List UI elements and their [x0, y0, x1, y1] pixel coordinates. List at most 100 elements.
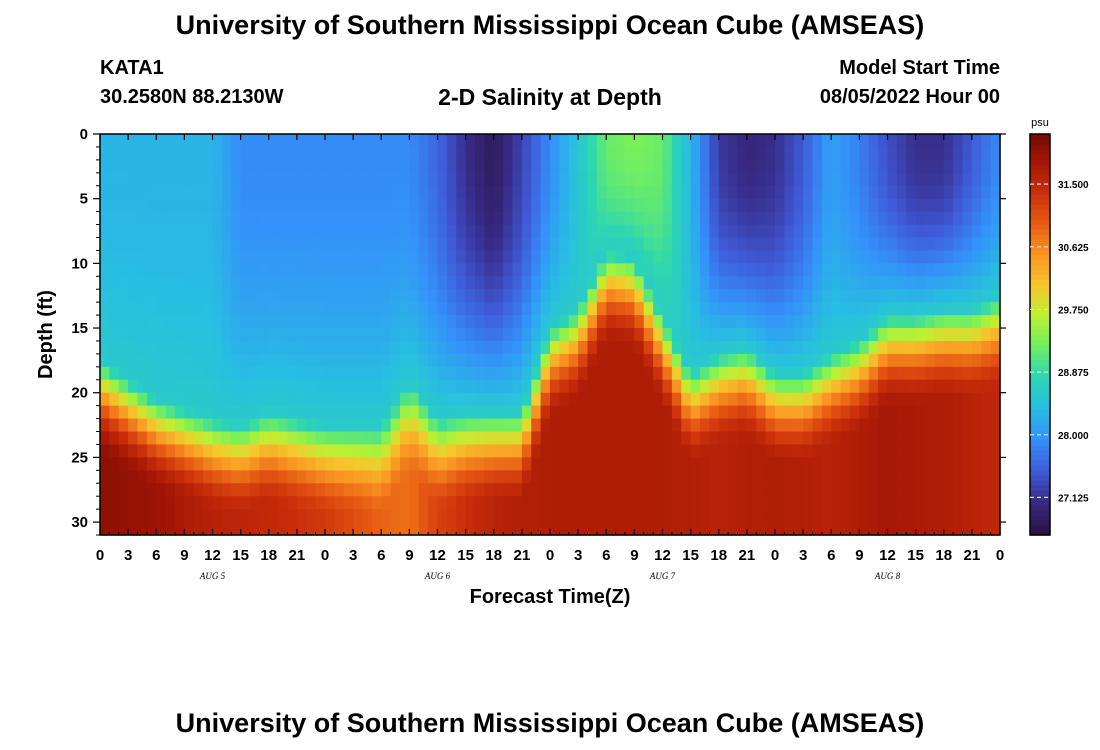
heatmap-cell [981, 289, 992, 303]
heatmap-cell [596, 509, 607, 523]
heatmap-cell [240, 315, 251, 329]
heatmap-cell [437, 340, 448, 355]
heatmap-cell [896, 211, 907, 226]
heatmap-cell [915, 470, 926, 484]
heatmap-cell [765, 328, 776, 342]
heatmap-cell [521, 496, 532, 510]
heatmap-cell [371, 470, 382, 484]
heatmap-cell [100, 134, 110, 148]
heatmap-cell [728, 302, 739, 316]
heatmap-cell [943, 509, 954, 523]
heatmap-cell [925, 237, 935, 252]
heatmap-cell [343, 366, 354, 381]
heatmap-cell [540, 198, 551, 213]
heatmap-cell [221, 224, 232, 239]
heatmap-cell [428, 353, 439, 368]
heatmap-cell [784, 366, 795, 381]
heatmap-cell [390, 302, 401, 316]
heatmap-cell [475, 159, 485, 174]
heatmap-cell [896, 237, 907, 252]
heatmap-cell [793, 431, 804, 446]
heatmap-cell [371, 431, 382, 446]
heatmap-cell [259, 444, 270, 458]
heatmap-cell [859, 470, 870, 484]
heatmap-cell [325, 405, 335, 420]
heatmap-cell [615, 185, 626, 200]
heatmap-cell [634, 159, 645, 174]
heatmap-cell [775, 159, 785, 174]
heatmap-cell [681, 509, 692, 523]
heatmap-cell [718, 431, 729, 446]
heatmap-cell [315, 328, 326, 342]
heatmap-cell [146, 483, 157, 497]
heatmap-cell [606, 496, 617, 510]
heatmap-cell [793, 392, 804, 407]
heatmap-cell [550, 418, 560, 433]
heatmap-cell [671, 172, 682, 187]
heatmap-cell [671, 185, 682, 200]
heatmap-cell [971, 159, 982, 174]
heatmap-cell [146, 134, 157, 148]
heatmap-cell [521, 353, 532, 368]
heatmap-cell [465, 405, 476, 420]
heatmap-cell [962, 276, 973, 290]
heatmap-cell [521, 198, 532, 213]
heatmap-cell [296, 263, 307, 277]
heatmap-cell [465, 340, 476, 355]
x-tick-label: 21 [739, 547, 756, 564]
heatmap-cell [709, 315, 720, 329]
heatmap-cell [212, 224, 223, 239]
colorbar-segment [1030, 464, 1050, 471]
x-tick-label: 18 [260, 547, 277, 564]
heatmap-cell [334, 276, 345, 290]
heatmap-cell [137, 146, 148, 161]
heatmap-cell [878, 444, 889, 458]
heatmap-cell [362, 328, 373, 342]
heatmap-cell [409, 172, 420, 187]
heatmap-cell [821, 185, 832, 200]
heatmap-cell [643, 470, 654, 484]
heatmap-cell [690, 134, 701, 148]
heatmap-cell [221, 379, 232, 394]
heatmap-cell [446, 211, 457, 226]
heatmap-cell [671, 250, 682, 264]
heatmap-cell [840, 340, 851, 355]
heatmap-cell [118, 379, 129, 394]
heatmap-cell [962, 237, 973, 252]
heatmap-cell [765, 431, 776, 446]
heatmap-cell [887, 198, 898, 213]
heatmap-cell [587, 146, 598, 161]
heatmap-cell [896, 250, 907, 264]
heatmap-cell [175, 483, 185, 497]
heatmap-cell [812, 289, 823, 303]
heatmap-cell [981, 328, 992, 342]
heatmap-cell [793, 379, 804, 394]
heatmap-cell [643, 379, 654, 394]
heatmap-cell [962, 483, 973, 497]
heatmap-cell [850, 353, 860, 368]
heatmap-cell [625, 159, 635, 174]
heatmap-cell [521, 224, 532, 239]
heatmap-cell [503, 522, 514, 536]
heatmap-cell [156, 431, 167, 446]
heatmap-cell [812, 431, 823, 446]
heatmap-cell [540, 237, 551, 252]
heatmap-cell [718, 250, 729, 264]
heatmap-cell [156, 328, 167, 342]
heatmap-cell [325, 198, 335, 213]
heatmap-cell [971, 172, 982, 187]
heatmap-cell [390, 289, 401, 303]
heatmap-cell [662, 289, 673, 303]
heatmap-cell [409, 353, 420, 368]
heatmap-cell [915, 289, 926, 303]
heatmap-cell [643, 340, 654, 355]
heatmap-cell [493, 289, 504, 303]
heatmap-cell [868, 366, 879, 381]
heatmap-cell [512, 522, 523, 536]
colorbar-segment [1030, 459, 1050, 466]
heatmap-cell [803, 340, 814, 355]
heatmap-cell [587, 250, 598, 264]
heatmap-cell [193, 431, 204, 446]
heatmap-cell [981, 444, 992, 458]
heatmap-cell [718, 496, 729, 510]
